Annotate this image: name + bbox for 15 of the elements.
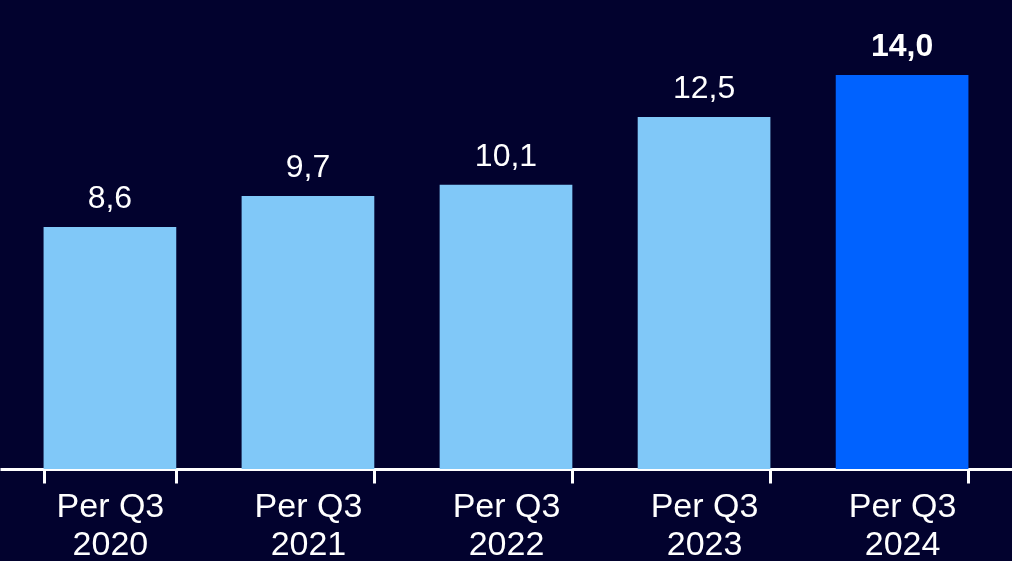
- bar: [439, 184, 573, 469]
- data-label: 10,1: [474, 136, 538, 173]
- x-tick-label: Per Q3 2021: [254, 485, 363, 561]
- data-label: 8,6: [87, 178, 133, 215]
- bar: [835, 74, 969, 469]
- bar: [637, 117, 771, 469]
- x-tick-label: Per Q3 2022: [452, 485, 561, 561]
- bar: [43, 226, 177, 469]
- bar: [241, 195, 375, 469]
- x-tick-label: Per Q3 2020: [56, 485, 165, 561]
- x-tick-label: Per Q3 2024: [848, 485, 957, 561]
- data-label: 9,7: [285, 147, 331, 184]
- data-label: 12,5: [672, 69, 736, 106]
- x-tick-label: Per Q3 2023: [650, 485, 759, 561]
- data-label: 14,0: [870, 26, 934, 63]
